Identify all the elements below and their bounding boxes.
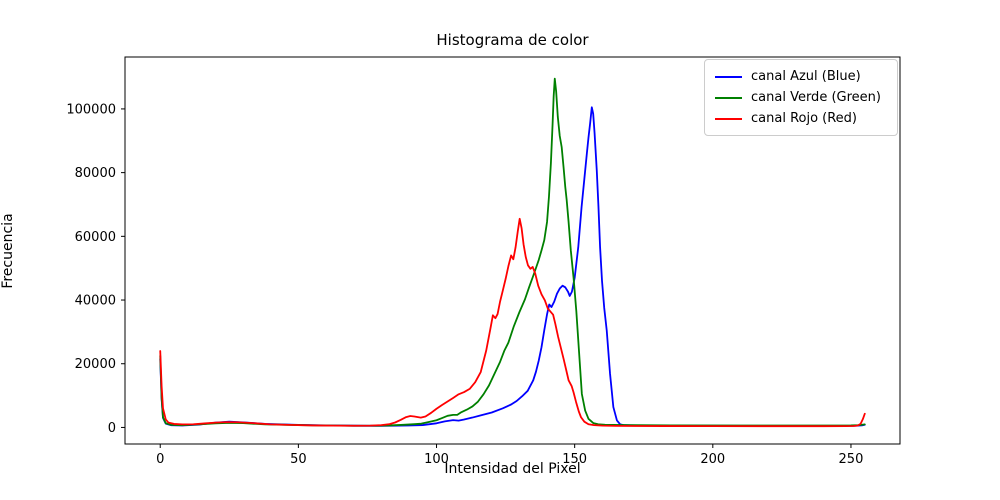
- y-tick-label: 60000: [75, 230, 116, 245]
- y-tick-label: 20000: [75, 357, 116, 372]
- red-line-swatch: [715, 117, 742, 120]
- chart-title: Histograma de color: [436, 31, 589, 49]
- legend-item-blue: canal Azul (Blue): [715, 66, 887, 87]
- x-tick-label: 150: [562, 452, 587, 467]
- y-tick-label: 100000: [66, 102, 116, 117]
- x-tick-label: 0: [156, 452, 164, 467]
- y-tick-label: 0: [108, 421, 116, 436]
- series-line-blue: [159, 106, 866, 427]
- legend-label-green: canal Verde (Green): [751, 90, 881, 105]
- legend: canal Azul (Blue) canal Verde (Green) ca…: [704, 59, 898, 136]
- green-line-swatch: [715, 96, 742, 99]
- series-line-red: [159, 217, 866, 428]
- legend-label-red: canal Rojo (Red): [751, 111, 858, 126]
- legend-label-blue: canal Azul (Blue): [751, 69, 861, 84]
- x-tick-label: 250: [839, 452, 864, 467]
- legend-item-red: canal Rojo (Red): [715, 108, 887, 129]
- y-axis-label: Frecuencia: [0, 213, 16, 289]
- x-tick-label: 50: [290, 452, 307, 467]
- y-tick-label: 80000: [75, 166, 116, 181]
- x-axis-label: Intensidad del Pixel: [444, 461, 581, 477]
- axes-spines: [124, 56, 901, 445]
- blue-line-swatch: [715, 75, 742, 78]
- x-tick-label: 200: [700, 452, 725, 467]
- legend-item-green: canal Verde (Green): [715, 87, 887, 108]
- x-tick-label: 100: [424, 452, 449, 467]
- y-tick-label: 40000: [75, 294, 116, 309]
